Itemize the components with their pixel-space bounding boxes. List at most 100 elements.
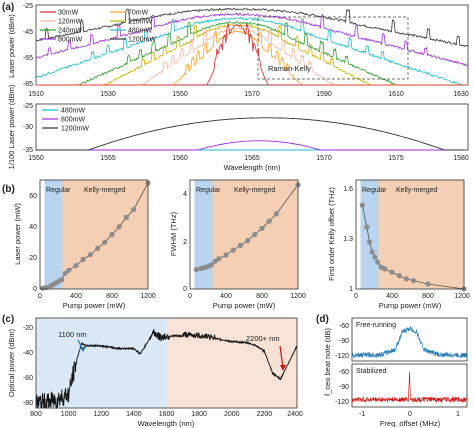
a-top-xtick-1: 1530 [100,91,116,98]
b2-point [223,252,229,258]
b1-point [66,267,72,273]
legend-label-1200mw: 1200mW [128,37,156,44]
panel-label-a: (a) [2,2,14,13]
b3-point [359,202,365,208]
a-top-series-800mW [35,12,469,67]
raman-kelly-annotation: Raman-Kelly [268,64,311,73]
d-free-running-trace [351,326,467,359]
d-top-ytick-1: -90 [339,338,349,345]
c-arrowhead-1100 [80,347,86,352]
b1-ytick-2: 40 [29,224,37,231]
legend-label-210mw: 210mW [128,19,153,26]
a-top-xtick-3: 1570 [244,91,260,98]
zoom-box [257,16,409,80]
b2-point [237,242,243,248]
c-xtick-0: 800 [30,411,42,418]
b3-point [425,281,431,287]
panel-b-fwhm: Regular Kelly-merged 0 2 4 0 400 800 120… [169,179,306,310]
a-top-xtick-4: 1590 [316,91,332,98]
c-ytick-3: -80 [23,400,33,407]
panel-b-kelly-offset: Regular Kelly-merged 1 1.3 1.6 0 400 800… [327,179,470,310]
a-bot-ylabel: 1/100 Laser power (dBm) [7,84,16,169]
b3-xtick-3: 1200 [454,293,470,300]
c-ytick-1: -40 [23,350,33,357]
panel-label-d: (d) [316,314,329,325]
c-xtick-2: 1200 [94,411,110,418]
b3-point [366,239,373,245]
b3-xlabel: Pump power (mW) [379,301,442,310]
d-top-ytick-2: -120 [335,353,349,360]
d-ylabel: f_ceo beat note (dB) [323,328,332,396]
c-spectrum-line [35,328,298,410]
legend-b-label-480mw: 480mW [61,108,86,115]
b2-point [266,218,272,224]
panel-b-laser-power: Regular Kelly-merged 0 20 40 60 0 400 80… [13,179,156,310]
a-bot-xtick-1: 1555 [100,155,116,162]
b3-regular-region [360,180,379,289]
a-bot-xlabel: Wavelength (nm) [224,163,281,172]
b2-regular-label: Regular [196,187,221,194]
a-bot-xtick-2: 1560 [172,155,188,162]
b2-xtick-3: 1200 [290,293,306,300]
b2-ytick-1: 2 [183,239,187,246]
b1-xtick-2: 800 [106,293,118,300]
b3-ytick-0: 1 [349,286,353,293]
b1-ytick-0: 0 [33,286,37,293]
b1-point [123,214,129,220]
b1-point [116,224,122,230]
a-top-series-1200mW [35,7,469,48]
b3-frame [355,179,465,290]
b2-data-points [193,182,301,273]
c-xtick-6: 2000 [224,411,240,418]
a-top-ytick-0: -25 [23,3,33,10]
b1-point [87,252,93,258]
b1-point [95,245,101,252]
c-xtick-1: 1000 [61,411,77,418]
d-stabilized-label: Stabilized [356,368,386,375]
d-bot-line [351,371,467,404]
a-top-xtick-0: 1510 [28,91,44,98]
c-xtick-5: 1800 [191,411,207,418]
a-bot-ytick-1: -30 [23,124,33,131]
b3-ylabel: First order Kelly offset (THz) [327,187,336,281]
b3-point [389,269,395,275]
b1-point [62,270,68,276]
b1-ytick-1: 20 [29,255,37,262]
b3-xtick-1: 400 [386,293,398,300]
legend-label-120mw: 120mW [58,19,83,26]
b3-point [382,266,388,272]
a-top-series-480mW [35,16,468,86]
b1-point [102,239,108,245]
b2-xlabel: Pump power (mW) [213,301,276,310]
c-annotation-1100: 1100 nm [58,330,87,339]
c-spectrum [35,328,298,410]
panel-label-b: (b) [2,184,15,195]
a-bot-series-1200mW [36,117,466,151]
b2-point [259,225,265,231]
b1-kelly-region [62,180,148,289]
b3-point [372,254,378,260]
a-top-xtick-5: 1610 [388,91,404,98]
a-bot-xtick-4: 1570 [316,155,332,162]
c-ytick-2: -60 [23,375,33,382]
b2-point [230,247,236,253]
b3-xtick-2: 800 [422,293,434,300]
a-bot-ytick-0: -25 [23,103,33,110]
a-top-ytick-3: -85 [23,81,33,88]
b1-xlabel: Pump power (mW) [63,301,126,310]
b2-kelly-label: Kelly-merged [234,187,275,194]
panel-a-top: Raman-Kelly 30mW 70mW 120mW 210mW 240mW … [7,3,469,98]
legend-label-800mw: 800mW [58,37,83,44]
b1-point [131,207,137,213]
legend-label-480mw: 480mW [128,28,153,35]
b1-ylabel: Laser power (mW) [13,203,22,265]
b3-xtick-0: 0 [354,293,358,300]
b3-point [369,249,375,255]
c-annotation-2200: 2200+ nm [246,334,280,343]
d-free-running-label: Free-running [356,322,396,329]
a-top-xtick-2: 1550 [172,91,188,98]
b1-ytick-3: 60 [29,193,37,200]
b2-point [273,211,279,217]
b1-xtick-3: 1200 [140,293,156,300]
b1-kelly-label: Kelly-merged [84,187,125,194]
